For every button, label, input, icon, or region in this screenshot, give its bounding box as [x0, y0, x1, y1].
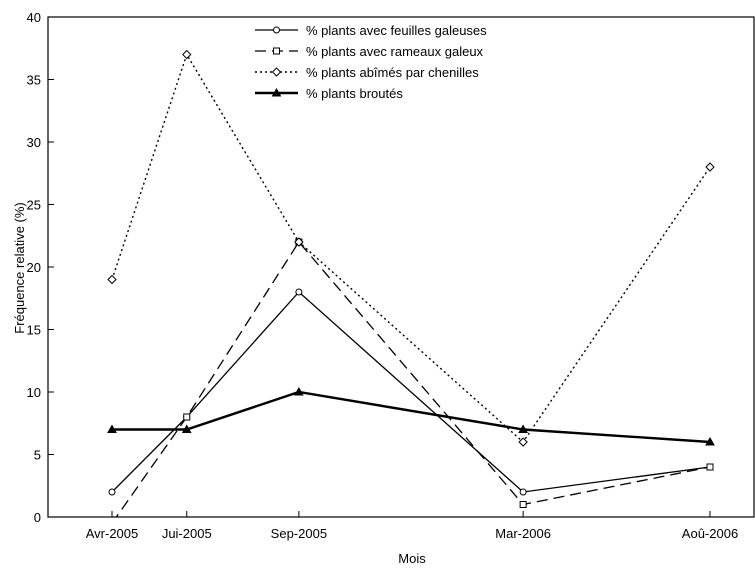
y-tick-label: 20: [27, 260, 41, 275]
y-tick-label: 40: [27, 10, 41, 25]
x-tick-label: Sep-2005: [271, 526, 327, 541]
series-2: [115, 238, 714, 517]
data-point: [107, 424, 117, 433]
data-point: [294, 237, 304, 247]
x-axis: Avr-2005 Jui-2005 Sep-2005 Mar-2006 Aoû-2006: [86, 511, 738, 541]
data-point: [182, 49, 192, 60]
legend-marker: [273, 47, 280, 55]
series-line: [111, 52, 711, 444]
legend-label: % plants abîmés par chenilles: [306, 65, 479, 80]
legend: % plants avec feuilles galeuses % plants …: [255, 23, 487, 101]
data-point: [183, 413, 191, 421]
legend-marker: [271, 87, 282, 97]
x-tick-label: Aoû-2006: [682, 526, 738, 541]
data-point: [295, 288, 303, 296]
y-tick-label: 5: [34, 448, 41, 463]
series-4: [107, 386, 715, 446]
legend-label: % plants avec rameaux galeux: [306, 44, 484, 59]
y-tick-label: 15: [27, 323, 41, 338]
x-tick-label: Mar-2006: [495, 526, 551, 541]
series-layer: [107, 49, 715, 517]
data-point: [181, 424, 192, 433]
series-1: [108, 288, 714, 496]
y-axis-title: Fréquence relative (%): [12, 202, 27, 334]
data-point: [705, 162, 715, 172]
legend-item: % plants abîmés par chenilles: [255, 65, 479, 80]
y-tick-label: 25: [27, 198, 41, 213]
legend-label: % plants broutés: [306, 86, 403, 101]
legend-label: % plants avec feuilles galeuses: [306, 23, 487, 38]
data-point: [518, 424, 528, 433]
y-tick-label: 30: [27, 135, 41, 150]
legend-item: % plants avec feuilles galeuses: [255, 23, 487, 38]
data-point: [518, 437, 528, 447]
y-tick-label: 0: [34, 510, 41, 525]
data-point: [294, 386, 304, 396]
series-line: [115, 240, 711, 517]
x-tick-label: Jui-2005: [162, 526, 212, 541]
legend-item: % plants avec rameaux galeux: [255, 44, 484, 59]
data-point: [108, 488, 116, 496]
y-axis: 0 5 10 15 20 25 30 35 40: [27, 10, 54, 525]
x-axis-title: Mois: [398, 551, 426, 566]
x-tick-label: Avr-2005: [86, 526, 139, 541]
data-point: [519, 488, 527, 496]
legend-marker: [271, 67, 282, 77]
data-point: [107, 274, 117, 285]
y-tick-label: 35: [27, 73, 41, 88]
data-point: [705, 436, 715, 446]
y-tick-label: 10: [27, 385, 41, 400]
series-line: [111, 291, 711, 493]
series-3: [107, 49, 715, 447]
data-point: [706, 463, 714, 471]
legend-marker: [273, 26, 280, 34]
data-point: [519, 501, 527, 508]
legend-item: % plants broutés: [255, 86, 403, 101]
